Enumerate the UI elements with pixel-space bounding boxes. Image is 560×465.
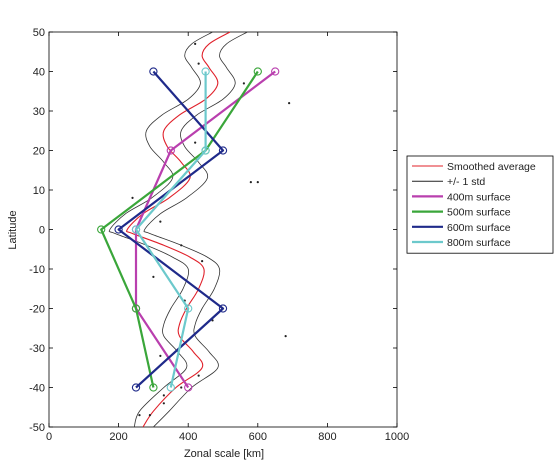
series-marker-800m-surface: [201, 146, 210, 155]
y-tick-label: 40: [33, 67, 45, 79]
x-axis-label: Zonal scale [km]: [184, 448, 264, 460]
y-tick-label: 50: [33, 27, 45, 39]
plot-area: [48, 31, 398, 428]
series-marker-400m-surface: [271, 67, 280, 76]
series-marker-500m-surface: [131, 304, 141, 313]
series-layer: [97, 31, 291, 428]
plot-frame: [48, 31, 398, 428]
scatter-point: [138, 414, 141, 417]
std-line-1: [108, 31, 213, 428]
series-marker-800m-surface: [131, 225, 141, 234]
y-tick-label: 0: [39, 225, 45, 237]
x-tick-label: 1000: [385, 431, 409, 443]
scatter-point: [162, 402, 165, 405]
scatter-point: [194, 42, 197, 45]
y-tick-label: 20: [33, 146, 45, 158]
scatter-point: [131, 196, 134, 199]
x-tick-label: 0: [46, 431, 52, 443]
legend-box: [406, 155, 554, 254]
scatter-point: [159, 354, 162, 357]
series-line-600m-surface: [117, 70, 225, 389]
scatter-point: [194, 141, 197, 144]
scatter-point: [162, 394, 165, 397]
legend-label: 800m surface: [447, 237, 511, 249]
series-marker-800m-surface: [184, 304, 193, 313]
scatter-point: [152, 275, 155, 278]
series-marker-500m-surface: [149, 383, 158, 392]
y-tick-label: 30: [33, 106, 45, 118]
x-tick-label: 600: [249, 431, 267, 443]
y-tick-label: -10: [29, 264, 45, 276]
axes-layer: 0 200 400 600 800 1000 50 40 30 20 10 0 -10 -20 -30 -40…: [29, 27, 409, 443]
x-tick-label: 200: [109, 431, 127, 443]
series-marker-400m-surface: [166, 146, 175, 155]
x-tick-label: 400: [179, 431, 197, 443]
legend: Smoothed average +/- 1 std 400m surface 500…: [406, 155, 554, 254]
scatter-point: [197, 374, 200, 377]
legend-label: 500m surface: [447, 207, 511, 219]
scatter-point: [249, 181, 252, 184]
scatter-point: [284, 335, 287, 338]
series-marker-600m-surface: [149, 67, 158, 76]
y-tick-label: -40: [29, 383, 45, 395]
y-tick-label: -20: [29, 304, 45, 316]
y-tick-label: 10: [33, 185, 45, 197]
legend-label: 400m surface: [447, 191, 511, 203]
scatter-point: [288, 102, 291, 105]
scatter-point: [180, 244, 183, 247]
series-marker-600m-surface: [218, 304, 228, 313]
series-marker-400m-surface: [184, 383, 193, 392]
std-line-2: [143, 31, 248, 428]
legend-label: +/- 1 std: [447, 176, 485, 188]
series-marker-600m-surface: [131, 383, 141, 392]
scatter-point: [148, 414, 152, 417]
series-marker-600m-surface: [218, 146, 228, 155]
y-tick-label: -50: [29, 422, 45, 434]
scatter-point: [159, 220, 162, 223]
y-axis-label: Latitude: [7, 210, 19, 249]
legend-label: Smoothed average: [447, 161, 536, 173]
scatter-point: [256, 181, 259, 184]
series-marker-500m-surface: [253, 67, 262, 76]
series-marker-600m-surface: [114, 225, 123, 234]
series-line-500m-surface: [100, 70, 259, 388]
series-marker-800m-surface: [201, 67, 210, 76]
scatter-point: [201, 260, 204, 263]
series-marker-500m-surface: [97, 225, 106, 234]
y-tick-label: -30: [29, 343, 45, 355]
legend-label: 600m surface: [447, 222, 511, 234]
series-line-800m-surface: [134, 71, 207, 388]
series-marker-800m-surface: [166, 383, 175, 392]
scatter-point: [197, 62, 200, 65]
scatter-point: [180, 386, 183, 389]
scatter-point: [242, 82, 245, 85]
smoothed-average-line: [125, 31, 231, 428]
x-tick-label: 800: [318, 431, 336, 443]
